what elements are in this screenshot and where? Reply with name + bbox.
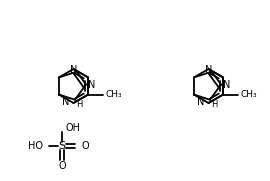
Text: N: N (88, 80, 95, 90)
Text: S: S (58, 141, 66, 151)
Text: N: N (223, 80, 230, 90)
Text: HO: HO (28, 141, 43, 151)
Text: N: N (62, 97, 69, 107)
Text: N: N (205, 65, 213, 75)
Text: CH₃: CH₃ (241, 90, 257, 99)
Text: N: N (70, 65, 78, 75)
Text: OH: OH (65, 123, 80, 133)
Text: CH₃: CH₃ (106, 90, 122, 99)
Text: H: H (211, 100, 217, 109)
Text: O: O (81, 141, 89, 151)
Text: H: H (76, 100, 82, 109)
Text: O: O (58, 161, 66, 171)
Text: N: N (197, 97, 204, 107)
